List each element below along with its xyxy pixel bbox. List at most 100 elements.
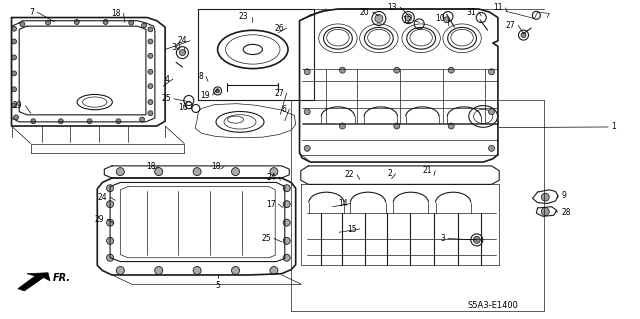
Circle shape	[375, 14, 383, 23]
Circle shape	[232, 266, 239, 275]
Text: 14: 14	[338, 199, 348, 208]
Circle shape	[148, 27, 153, 32]
Circle shape	[148, 111, 153, 116]
Circle shape	[140, 117, 145, 122]
Circle shape	[304, 109, 310, 115]
Circle shape	[339, 123, 346, 129]
Text: 2: 2	[388, 169, 392, 178]
Circle shape	[13, 115, 19, 120]
Circle shape	[148, 69, 153, 74]
Circle shape	[129, 20, 134, 25]
Text: 26: 26	[274, 24, 284, 33]
Text: 18: 18	[111, 9, 120, 18]
Text: 3: 3	[440, 234, 445, 243]
Text: 13: 13	[387, 3, 397, 11]
Text: 1: 1	[611, 122, 616, 131]
Circle shape	[148, 100, 153, 105]
Circle shape	[12, 26, 17, 31]
Text: 7: 7	[29, 8, 34, 17]
Text: 17: 17	[266, 200, 275, 209]
Text: 8: 8	[198, 72, 203, 81]
Text: 20: 20	[360, 8, 369, 17]
Circle shape	[304, 69, 310, 75]
Text: 6: 6	[282, 105, 286, 114]
Circle shape	[116, 167, 124, 176]
Circle shape	[405, 14, 412, 21]
Circle shape	[107, 201, 113, 208]
Circle shape	[304, 145, 310, 151]
Text: 9: 9	[561, 191, 566, 200]
Circle shape	[339, 67, 346, 73]
Circle shape	[74, 19, 79, 25]
Circle shape	[521, 33, 526, 38]
Circle shape	[179, 50, 186, 56]
Text: 22: 22	[344, 170, 354, 179]
Circle shape	[148, 39, 153, 44]
Text: 24: 24	[97, 193, 107, 202]
Text: 25: 25	[161, 94, 171, 103]
Circle shape	[541, 193, 549, 201]
Circle shape	[474, 236, 480, 243]
Circle shape	[193, 266, 201, 275]
Text: FR.: FR.	[52, 273, 70, 283]
Circle shape	[394, 123, 400, 129]
Circle shape	[87, 119, 92, 124]
Circle shape	[270, 266, 278, 275]
Polygon shape	[18, 273, 50, 291]
Circle shape	[232, 167, 239, 176]
Text: 29: 29	[13, 101, 22, 110]
Text: 27: 27	[274, 89, 284, 98]
Circle shape	[12, 87, 17, 92]
Circle shape	[31, 119, 36, 124]
Text: 18: 18	[211, 162, 221, 171]
Text: 24: 24	[266, 173, 276, 182]
Text: 29: 29	[95, 215, 104, 224]
Circle shape	[58, 119, 63, 124]
Circle shape	[12, 55, 17, 60]
Text: 4: 4	[165, 75, 170, 84]
Text: 27: 27	[506, 21, 515, 30]
Circle shape	[107, 237, 113, 244]
Text: 21: 21	[422, 166, 432, 175]
Text: 11: 11	[493, 4, 502, 12]
Circle shape	[488, 109, 495, 115]
Circle shape	[116, 119, 121, 124]
Text: 19: 19	[200, 91, 209, 100]
Text: 18: 18	[146, 162, 156, 171]
Circle shape	[12, 39, 17, 44]
Circle shape	[488, 69, 495, 75]
Text: S5A3-E1400: S5A3-E1400	[467, 301, 518, 310]
Circle shape	[541, 207, 549, 216]
Text: 15: 15	[347, 225, 356, 234]
Circle shape	[448, 123, 454, 129]
Circle shape	[270, 167, 278, 176]
Text: 10: 10	[435, 14, 445, 23]
Text: 28: 28	[561, 208, 571, 217]
Circle shape	[444, 17, 450, 23]
Circle shape	[488, 145, 495, 151]
Circle shape	[394, 67, 400, 73]
Circle shape	[284, 219, 290, 226]
Circle shape	[148, 84, 153, 89]
Circle shape	[20, 22, 25, 27]
Circle shape	[155, 266, 163, 275]
Circle shape	[107, 219, 113, 226]
Text: 25: 25	[261, 234, 271, 243]
Text: 12: 12	[402, 16, 412, 25]
Circle shape	[448, 67, 454, 73]
Circle shape	[107, 185, 113, 192]
Text: 24: 24	[177, 36, 187, 45]
Circle shape	[193, 167, 201, 176]
Text: 30: 30	[172, 43, 181, 52]
Text: 5: 5	[215, 281, 220, 290]
Circle shape	[216, 89, 220, 93]
Circle shape	[148, 53, 153, 58]
Circle shape	[155, 167, 163, 176]
Text: 23: 23	[239, 12, 248, 21]
Circle shape	[103, 19, 108, 25]
Circle shape	[12, 103, 17, 108]
Circle shape	[284, 185, 290, 192]
Circle shape	[284, 201, 290, 208]
Circle shape	[107, 254, 113, 261]
Circle shape	[284, 254, 290, 261]
